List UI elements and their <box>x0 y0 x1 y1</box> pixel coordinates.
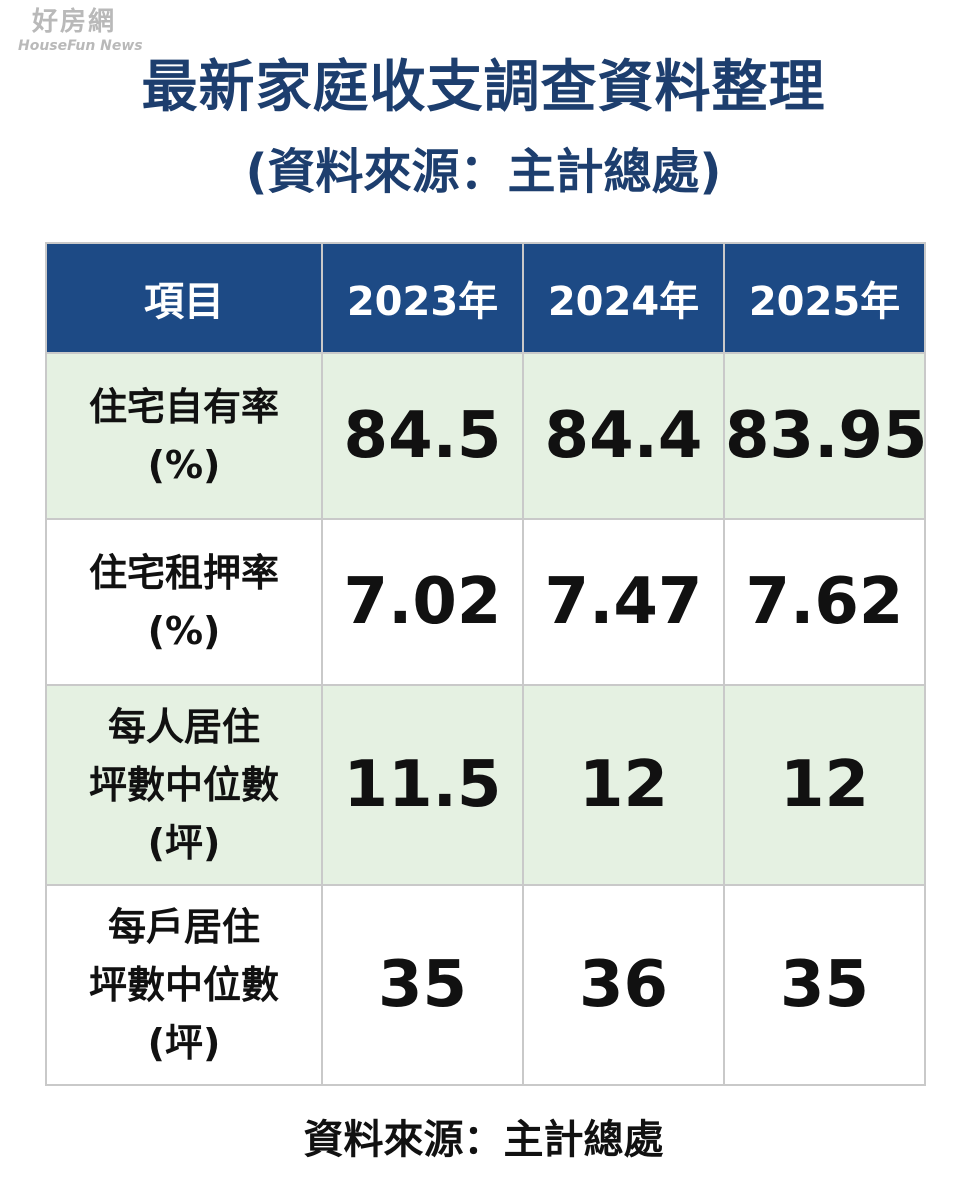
table-row-per-household-area: 每戶居住 坪數中位數 (坪) 35 36 35 <box>45 884 926 1086</box>
value-cell: 35 <box>723 884 926 1086</box>
value-cell: 35 <box>321 884 524 1086</box>
table-header-row: 項目 2023年 2024年 2025年 <box>45 242 926 354</box>
row-label-line: (%) <box>147 443 221 487</box>
value-cell: 12 <box>723 684 926 886</box>
value-cell: 36 <box>522 884 725 1086</box>
row-label-line: 每戶居住 <box>107 905 260 949</box>
value-cell: 12 <box>522 684 725 886</box>
row-label-line: 住宅租押率 <box>88 551 279 595</box>
value-cell: 84.5 <box>321 352 524 520</box>
row-label-line: (%) <box>147 609 221 653</box>
row-label-line: (坪) <box>147 1021 221 1065</box>
table-row-home-ownership: 住宅自有率 (%) 84.5 84.4 83.95 <box>45 352 927 520</box>
source-footer: 資料來源：主計總處 <box>303 1117 664 1163</box>
watermark-brand: 好房網 <box>32 7 117 37</box>
table-row-per-person-area: 每人居住 坪數中位數 (坪) 11.5 12 12 <box>45 684 926 886</box>
row-label-per-person-area: 每人居住 坪數中位數 (坪) <box>45 684 323 886</box>
page-title: 最新家庭收支調查資料整理 <box>141 55 826 120</box>
row-label-line: (坪) <box>147 821 221 865</box>
subtitle-close-paren: ) <box>699 144 722 200</box>
table-row-rental-rate: 住宅租押率 (%) 7.02 7.47 7.62 <box>45 518 926 686</box>
watermark-sub: HouseFun News <box>18 38 143 54</box>
value-cell: 84.4 <box>522 352 725 520</box>
row-label-line: 坪數中位數 <box>88 963 279 1007</box>
row-label-home-ownership: 住宅自有率 (%) <box>45 352 323 520</box>
page-subtitle: (資料來源：主計總處) <box>0 140 967 204</box>
value-cell: 7.47 <box>522 518 725 686</box>
header-item: 項目 <box>45 242 323 354</box>
row-label-line: 每人居住 <box>107 705 260 749</box>
value-cell: 7.62 <box>723 518 926 686</box>
header-2024: 2024年 <box>522 242 725 354</box>
header-2023: 2023年 <box>321 242 524 354</box>
row-label-line: 住宅自有率 <box>88 385 279 429</box>
watermark-logo: 好房網 HouseFun News <box>10 8 185 58</box>
row-label-rental-rate: 住宅租押率 (%) <box>45 518 323 686</box>
value-cell: 7.02 <box>321 518 524 686</box>
row-label-per-household-area: 每戶居住 坪數中位數 (坪) <box>45 884 323 1086</box>
value-cell: 11.5 <box>321 684 524 886</box>
row-label-line: 坪數中位數 <box>88 763 279 807</box>
subtitle-text: 資料來源：主計總處 <box>267 144 700 200</box>
value-cell: 83.95 <box>723 352 927 520</box>
statistics-table: 項目 2023年 2024年 2025年 住宅自有率 (%) 84.5 84.4… <box>45 242 927 1086</box>
subtitle-open-paren: ( <box>245 144 268 200</box>
header-2025: 2025年 <box>723 242 926 354</box>
